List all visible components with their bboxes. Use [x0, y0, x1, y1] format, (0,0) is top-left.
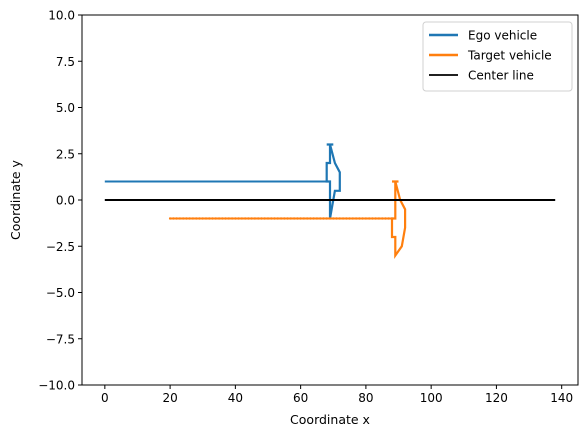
target-vehicle-point	[296, 217, 299, 220]
target-vehicle-point	[208, 217, 211, 220]
target-vehicle-point	[283, 217, 286, 220]
x-tick-label: 100	[420, 391, 443, 405]
target-vehicle-point	[354, 217, 358, 220]
target-vehicle-point	[299, 217, 302, 220]
target-vehicle-point	[292, 217, 296, 220]
target-vehicle-point	[257, 217, 260, 220]
y-tick-label: −10.0	[38, 379, 75, 393]
x-tick-label: 120	[485, 391, 508, 405]
x-tick-label: 0	[101, 391, 109, 405]
target-vehicle-point	[367, 217, 371, 220]
plot-area	[104, 143, 556, 259]
target-vehicle-point	[309, 217, 312, 220]
target-vehicle-point	[289, 217, 293, 220]
target-vehicle-point	[322, 217, 325, 220]
x-tick-label: 140	[550, 391, 573, 405]
target-vehicle-point	[224, 217, 227, 220]
x-tick-label: 20	[162, 391, 177, 405]
y-axis-label: Coordinate y	[8, 159, 23, 239]
y-tick-label: 2.5	[56, 147, 75, 161]
target-vehicle-point	[286, 217, 289, 220]
target-vehicle-point	[270, 217, 273, 220]
target-vehicle-point	[377, 217, 381, 220]
target-vehicle-point	[230, 217, 234, 220]
target-vehicle-point	[390, 217, 394, 220]
target-vehicle-point	[240, 217, 244, 220]
target-vehicle-point	[273, 217, 276, 220]
target-vehicle-point	[175, 217, 178, 220]
target-vehicle-point	[335, 217, 338, 220]
target-vehicle-point	[227, 217, 231, 220]
x-tick-label: 60	[293, 391, 308, 405]
target-vehicle-point	[168, 217, 172, 220]
target-vehicle-point	[250, 217, 253, 220]
target-vehicle-point	[247, 217, 250, 220]
y-tick-label: −2.5	[46, 240, 75, 254]
x-tick-label: 80	[358, 391, 373, 405]
target-vehicle-point	[234, 217, 237, 220]
target-vehicle-point	[305, 217, 309, 220]
target-vehicle-point	[345, 217, 348, 220]
target-vehicle-point	[201, 217, 204, 220]
y-tick-label: −7.5	[46, 332, 75, 346]
target-vehicle-point	[204, 217, 208, 220]
y-tick-label: 0.0	[56, 194, 75, 208]
target-vehicle-point	[381, 217, 384, 220]
target-vehicle-point	[185, 217, 188, 220]
target-vehicle-point	[312, 217, 315, 220]
target-vehicle-point	[351, 217, 355, 220]
legend-label-ego-vehicle: Ego vehicle	[468, 29, 537, 43]
target-vehicle-point	[263, 217, 266, 220]
target-vehicle-point	[178, 217, 182, 220]
x-axis-label: Coordinate x	[290, 412, 370, 427]
target-vehicle-point	[253, 217, 257, 220]
target-vehicle-point	[348, 217, 351, 220]
y-tick-label: 10.0	[48, 9, 75, 23]
target-vehicle-point	[371, 217, 374, 220]
target-vehicle-point	[243, 217, 247, 220]
x-axis: 0 20 40 60 80 100 120 140	[101, 385, 573, 405]
target-vehicle-point	[214, 217, 217, 220]
target-vehicle-point	[221, 217, 224, 220]
target-vehicle-point	[358, 217, 361, 220]
target-vehicle-point	[341, 217, 345, 220]
y-axis: 10.0 7.5 5.0 2.5 0.0 −2.5 −5.0 −7.5 −10.0	[38, 9, 82, 393]
target-vehicle-point	[198, 217, 201, 220]
target-vehicle-point	[325, 217, 328, 220]
target-vehicle-point	[328, 217, 332, 220]
target-vehicle-point	[374, 217, 377, 220]
x-tick-label: 40	[228, 391, 243, 405]
y-tick-label: −5.0	[46, 286, 75, 300]
target-vehicle-point	[188, 217, 191, 220]
legend-label-center-line: Center line	[468, 69, 534, 83]
target-vehicle-point	[181, 217, 185, 220]
legend-label-target-vehicle: Target vehicle	[467, 49, 552, 63]
target-vehicle-point	[260, 217, 263, 220]
target-vehicle-point	[319, 217, 322, 220]
target-vehicle-point	[279, 217, 283, 220]
legend-box	[422, 21, 573, 92]
target-vehicle-point	[387, 217, 390, 220]
target-vehicle-point	[172, 217, 175, 220]
target-vehicle-point	[211, 217, 214, 220]
y-tick-label: 5.0	[56, 101, 75, 115]
legend: Ego vehicle Target vehicle Center line	[422, 21, 573, 92]
target-vehicle-point	[338, 217, 341, 220]
target-vehicle-point	[217, 217, 221, 220]
y-tick-label: 7.5	[56, 55, 75, 69]
target-vehicle-point	[266, 217, 270, 220]
target-vehicle-point	[195, 217, 198, 220]
target-vehicle-point	[384, 217, 387, 220]
target-vehicle-point	[276, 217, 279, 220]
target-vehicle-point	[191, 217, 195, 220]
ego-vehicle-outline	[325, 143, 341, 219]
target-vehicle-point	[237, 217, 240, 220]
target-vehicle-point	[332, 217, 335, 220]
target-vehicle-point	[302, 217, 306, 220]
target-vehicle-point	[315, 217, 319, 220]
target-vehicle-point	[361, 217, 364, 220]
target-vehicle-point	[364, 217, 368, 220]
